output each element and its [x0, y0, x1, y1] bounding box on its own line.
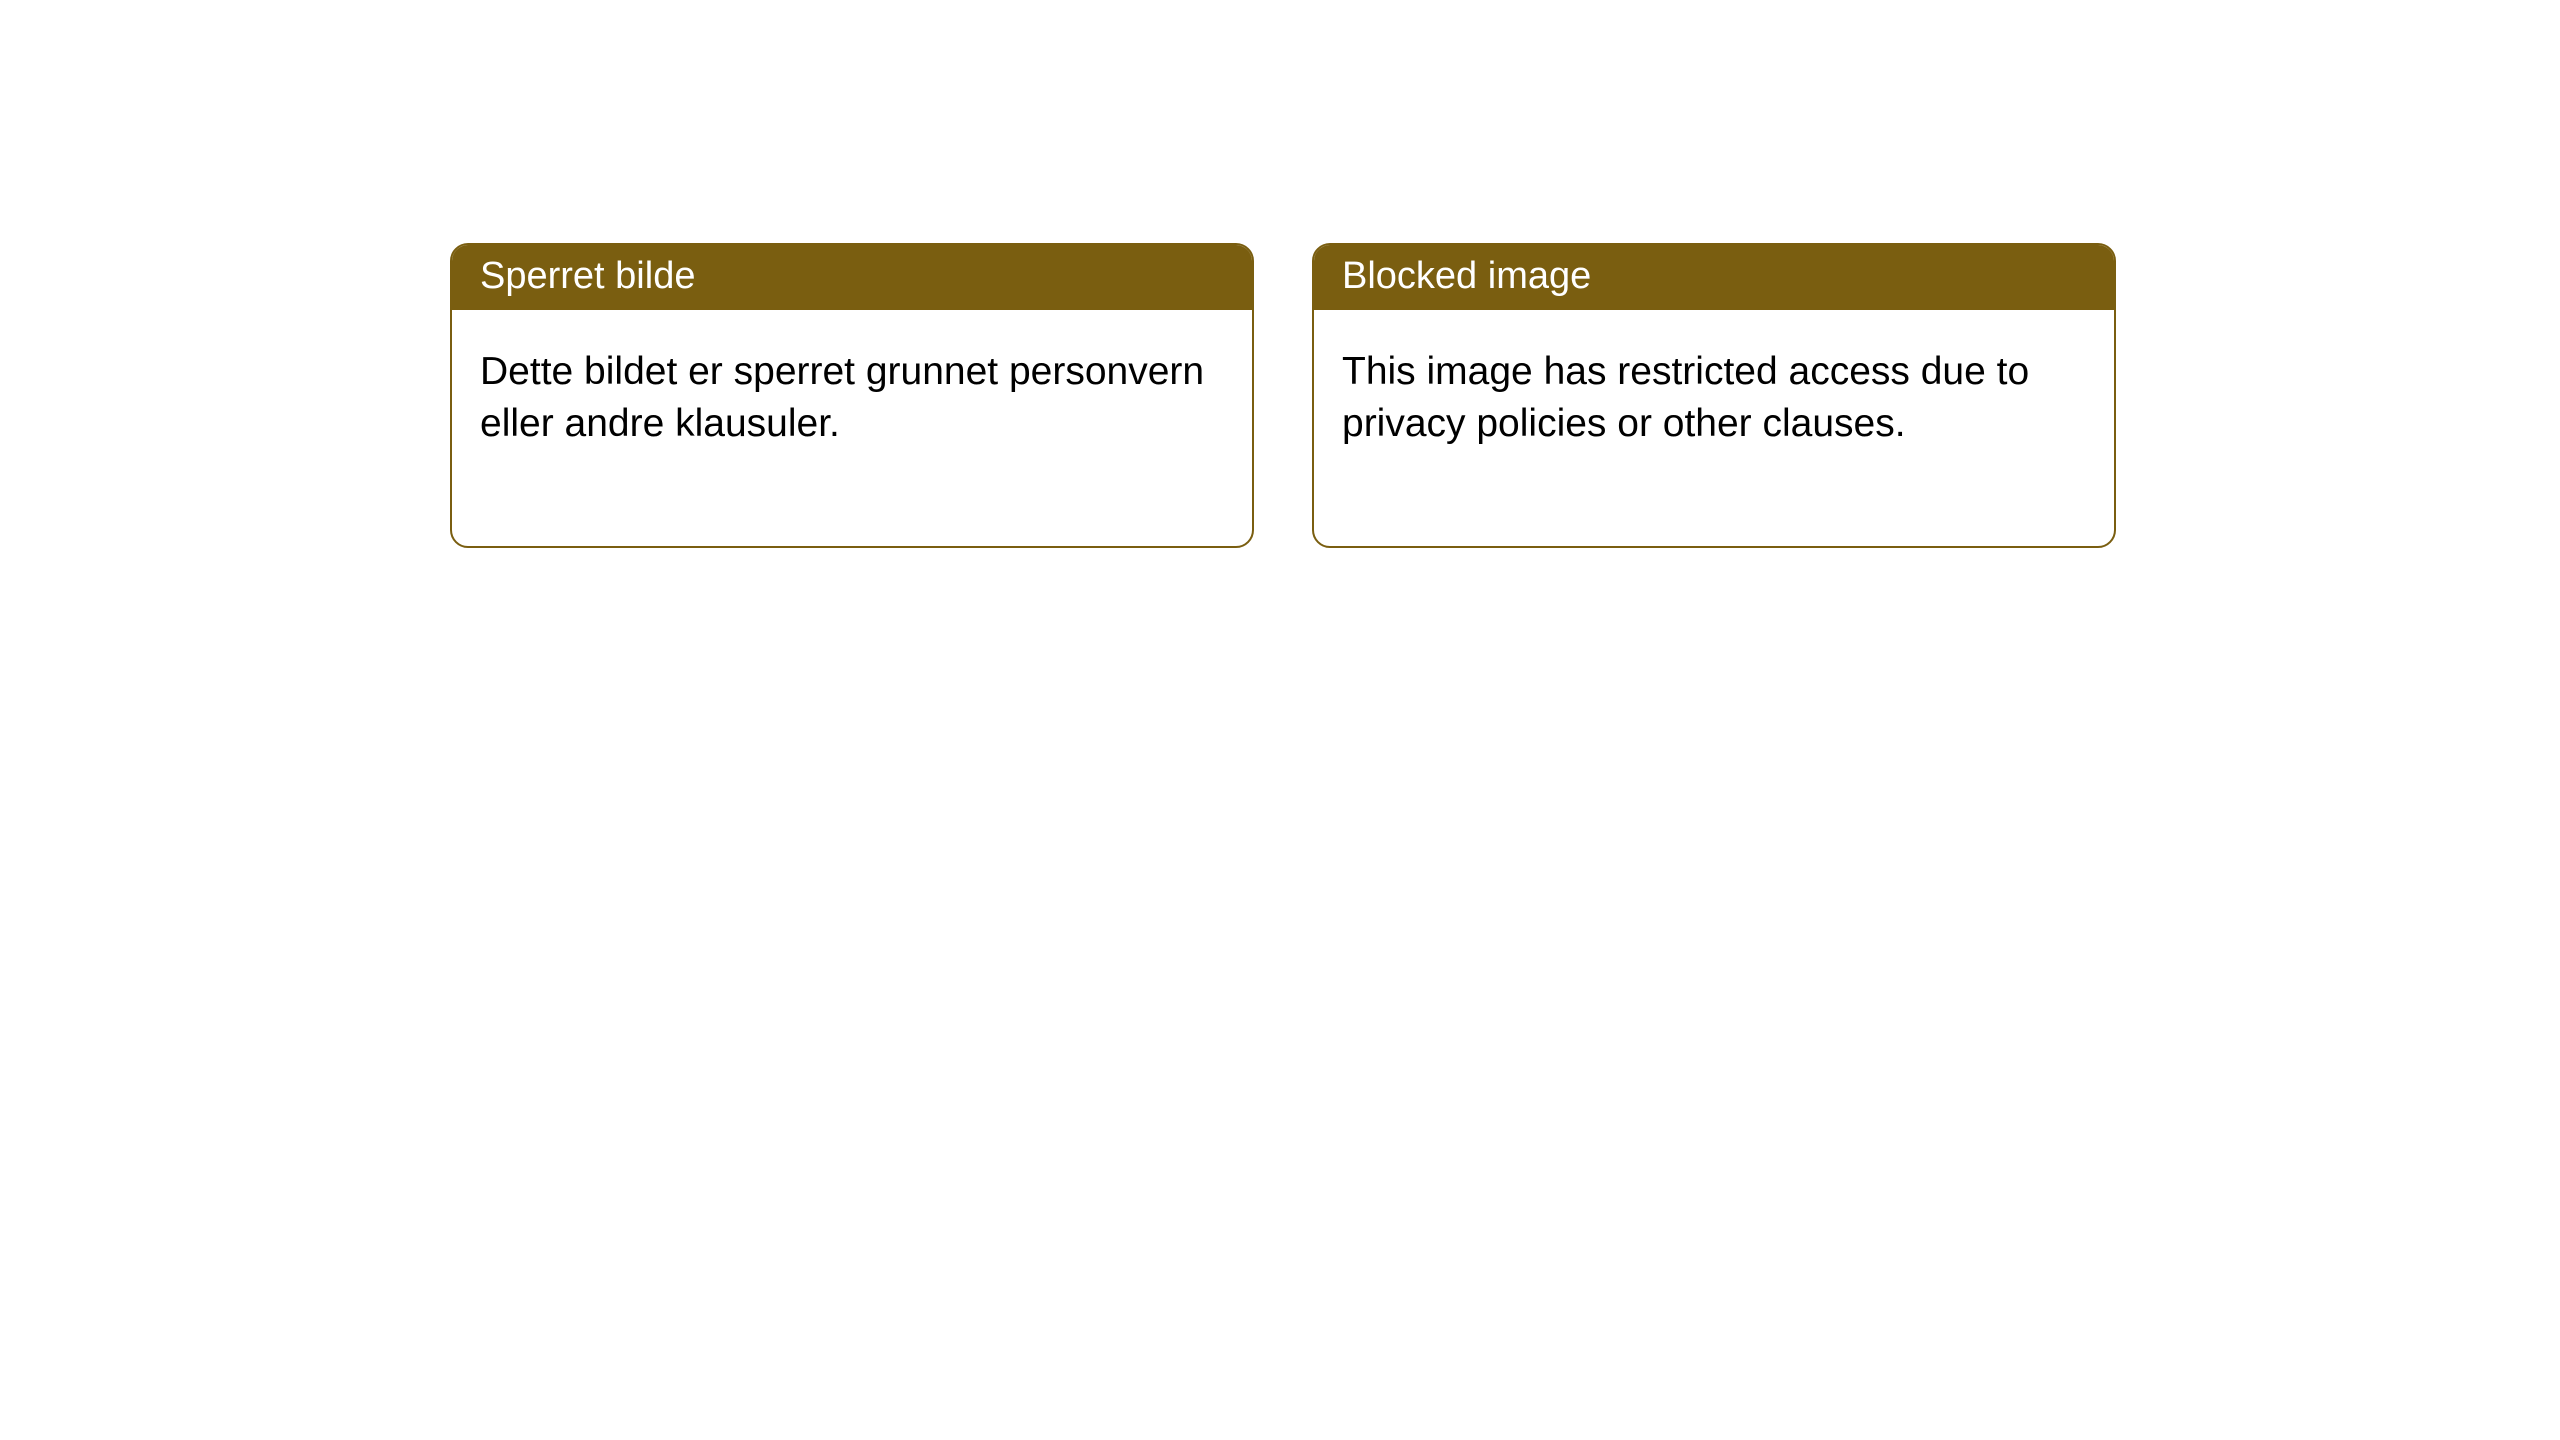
notice-container: Sperret bilde Dette bildet er sperret gr…: [0, 0, 2560, 548]
notice-card-norwegian: Sperret bilde Dette bildet er sperret gr…: [450, 243, 1254, 548]
notice-header: Blocked image: [1314, 245, 2114, 310]
notice-header: Sperret bilde: [452, 245, 1252, 310]
notice-title: Blocked image: [1342, 255, 1591, 297]
notice-body: This image has restricted access due to …: [1314, 310, 2114, 546]
notice-title: Sperret bilde: [480, 255, 695, 297]
notice-card-english: Blocked image This image has restricted …: [1312, 243, 2116, 548]
notice-body: Dette bildet er sperret grunnet personve…: [452, 310, 1252, 546]
notice-body-text: Dette bildet er sperret grunnet personve…: [480, 350, 1204, 445]
notice-body-text: This image has restricted access due to …: [1342, 350, 2029, 445]
